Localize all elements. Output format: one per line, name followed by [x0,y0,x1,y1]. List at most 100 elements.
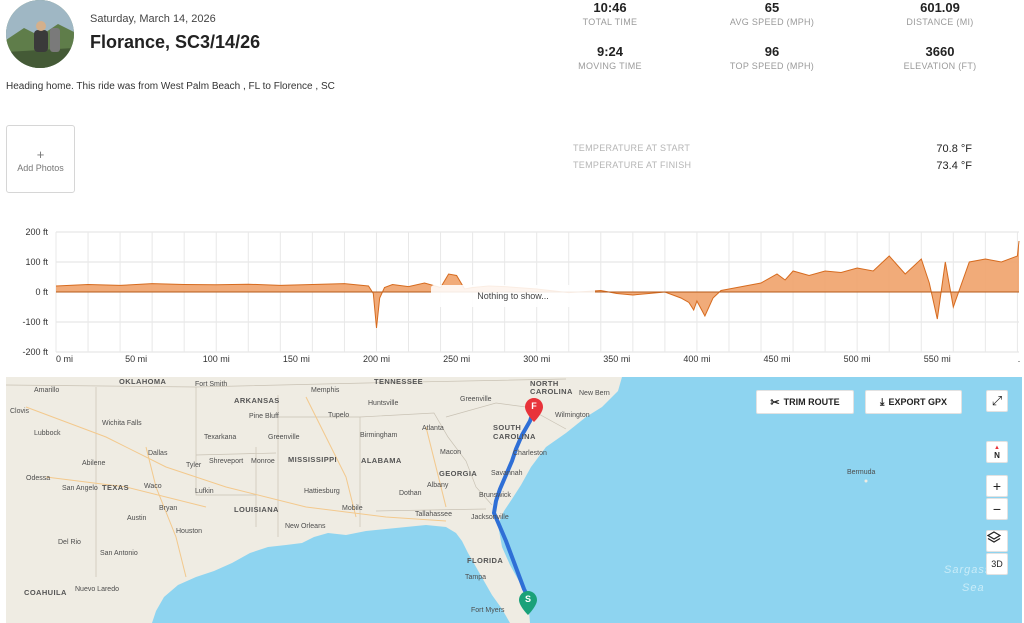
x-tick-label: 550 mi [924,354,951,364]
trim-route-label: TRIM ROUTE [783,397,840,407]
map-label: Dallas [148,450,168,457]
finish-marker[interactable]: F [525,398,543,422]
map-label: Atlanta [422,425,444,432]
map-label: Fort Smith [195,381,228,388]
temperature-start-value: 70.8 °F [936,143,972,155]
map-label: Sea [962,582,985,594]
map-label: Wichita Falls [102,420,142,427]
stat-moving-time: 9:24 MOVING TIME [545,44,675,71]
x-tick-label: 300 mi [523,354,550,364]
map-label: Bermuda [847,469,876,476]
compass-label: N [994,450,1000,460]
download-icon: ⤓ [880,396,885,408]
stat-label: DISTANCE (MI) [906,17,974,27]
temperature-finish-value: 73.4 °F [936,160,972,172]
trim-route-button[interactable]: ✂ TRIM ROUTE [756,390,854,414]
map-label: FLORIDA [467,556,504,565]
stat-label: TOP SPEED (MPH) [729,61,815,71]
map-label: TEXAS [102,483,130,492]
map-label: GEORGIA [439,469,478,478]
y-tick-label: -200 ft [22,347,48,357]
map-label: Lubbock [34,430,61,437]
map-label: Odessa [26,475,51,482]
stat-label: MOVING TIME [578,61,642,71]
export-gpx-button[interactable]: ⤓ EXPORT GPX [865,390,962,414]
stat-value: 65 [764,0,780,15]
map-label: Greenville [268,434,300,441]
elevation-line [55,240,1020,329]
zoom-out-button[interactable]: − [986,498,1008,520]
map-label: San Antonio [100,550,138,557]
map-base [6,377,868,623]
map-label: SOUTH CAROLINA [493,423,536,441]
ride-date: Saturday, March 14, 2026 [90,13,216,25]
y-tick-label: 200 ft [25,227,48,237]
x-tick-label: 50 mi [125,354,147,364]
map-label: MISSISSIPPI [288,455,337,464]
land-mass [6,377,622,623]
x-tick-label: 150 mi [283,354,310,364]
map-label: Brunswick [479,492,511,499]
x-tick-label: 450 mi [764,354,791,364]
stat-label: AVG SPEED (MPH) [729,17,815,27]
map-label: New Orleans [285,523,326,530]
map-label: Pine Bluff [249,413,279,420]
route-map[interactable]: OKLAHOMA Fort Smith Memphis TENNESSEE NO… [6,377,1022,623]
stat-total-time: 10:46 TOTAL TIME [545,0,675,27]
compass-button[interactable]: ▲ N [986,441,1008,463]
x-tick-label: 0 mi [56,354,73,364]
x-tick-label: 400 mi [683,354,710,364]
stat-label: TOTAL TIME [582,17,638,27]
fullscreen-button[interactable]: ⤢ [986,390,1008,412]
map-label: TENNESSEE [374,377,424,386]
plus-icon: + [992,478,1002,494]
3d-view-button[interactable]: 3D [986,553,1008,575]
map-label: Birmingham [360,432,398,439]
finish-marker-label: F [531,401,537,411]
map-label: San Angelo [62,485,98,492]
avatar[interactable] [6,0,74,68]
map-label: Tyler [186,462,202,469]
map-label: Fort Myers [471,607,505,614]
map-label: Austin [127,515,147,522]
stat-avg-speed: 65 AVG SPEED (MPH) [707,0,837,27]
zoom-in-button[interactable]: + [986,475,1008,497]
map-label: Amarillo [34,387,60,394]
map-label: Shreveport [209,458,244,465]
map-label: NORTH CAROLINA [530,379,573,396]
x-tick-label: 200 mi [363,354,390,364]
map-label: Mobile [342,505,363,512]
map-label: Abilene [82,460,106,467]
map-label: Bryan [159,505,178,512]
minus-icon: − [992,501,1002,517]
map-label: Tallahassee [415,511,452,518]
map-label: Savannah [491,470,523,477]
plus-icon: + [36,147,45,162]
x-tick-label: 250 mi [443,354,470,364]
map-label: Dothan [399,490,422,497]
map-label: Sargasso [944,564,999,576]
stat-value: 10:46 [593,0,627,15]
stat-distance: 601.09 DISTANCE (MI) [875,0,1005,27]
3d-label: 3D [991,559,1003,569]
map-label: Del Rio [58,539,81,546]
y-tick-label: 100 ft [25,257,48,267]
stat-value: 3660 [925,44,955,59]
stat-top-speed: 96 TOP SPEED (MPH) [707,44,837,71]
x-tick-label: 350 mi [603,354,630,364]
y-tick-label: -100 ft [22,317,48,327]
x-tick-label: 500 mi [844,354,871,364]
map-label: New Bern [579,390,610,397]
map-label: Clovis [10,408,30,415]
layers-button[interactable] [986,530,1008,552]
map-label: Tampa [465,574,487,581]
start-marker[interactable]: S [519,591,537,615]
stat-value: 96 [764,44,780,59]
stat-elevation: 3660 ELEVATION (FT) [875,44,1005,71]
add-photos-button[interactable]: + Add Photos [6,125,75,193]
elevation-chart[interactable]: 200 ft 100 ft 0 ft -100 ft -200 ft 0 mi 50 mi 1… [0,225,1024,370]
scissors-icon: ✂ [770,396,780,409]
ride-description: Heading home. This ride was from West Pa… [6,81,335,92]
map-label: Jacksonville [471,514,509,521]
